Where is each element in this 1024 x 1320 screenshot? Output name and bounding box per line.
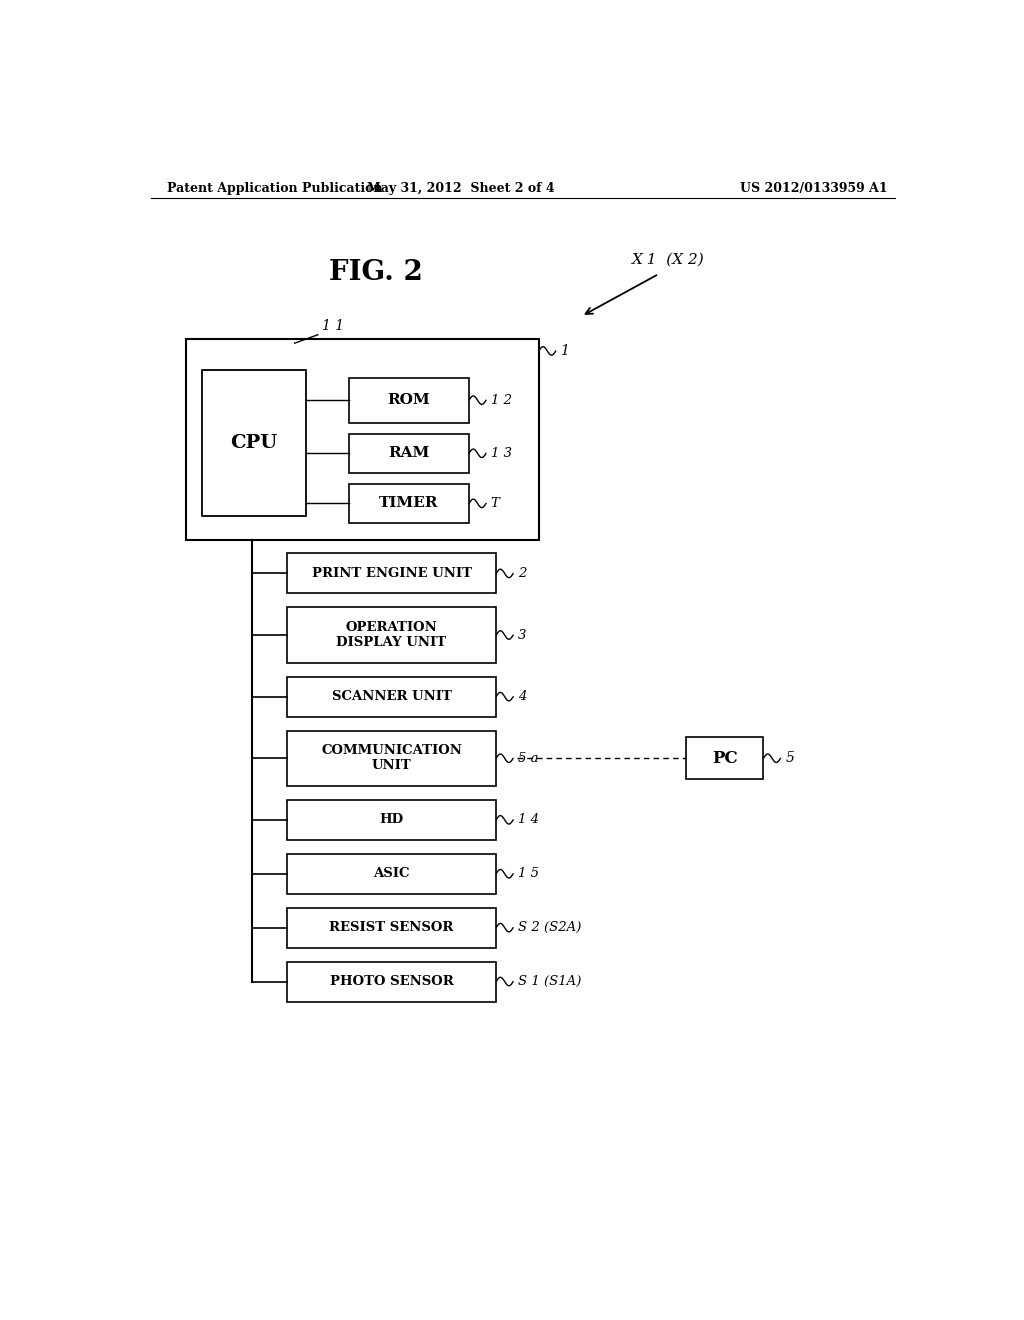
Text: S 1 (S1A): S 1 (S1A) bbox=[518, 975, 582, 989]
Text: 1 5: 1 5 bbox=[518, 867, 539, 880]
Text: SCANNER UNIT: SCANNER UNIT bbox=[332, 690, 452, 704]
Bar bbox=[186, 339, 539, 540]
Text: May 31, 2012  Sheet 2 of 4: May 31, 2012 Sheet 2 of 4 bbox=[368, 182, 555, 194]
Text: 2: 2 bbox=[518, 566, 526, 579]
Text: TIMER: TIMER bbox=[379, 496, 438, 511]
Bar bbox=[349, 378, 469, 422]
Bar bbox=[287, 730, 496, 785]
Text: PRINT ENGINE UNIT: PRINT ENGINE UNIT bbox=[311, 566, 471, 579]
Text: CPU: CPU bbox=[230, 434, 278, 453]
Text: ASIC: ASIC bbox=[374, 867, 410, 880]
Bar bbox=[287, 553, 496, 594]
Text: Patent Application Publication: Patent Application Publication bbox=[167, 182, 382, 194]
Text: PHOTO SENSOR: PHOTO SENSOR bbox=[330, 975, 454, 989]
Text: US 2012/0133959 A1: US 2012/0133959 A1 bbox=[740, 182, 888, 194]
Text: FIG. 2: FIG. 2 bbox=[329, 259, 423, 285]
Bar bbox=[287, 908, 496, 948]
Bar bbox=[287, 854, 496, 894]
Text: 1 2: 1 2 bbox=[490, 393, 512, 407]
Text: S 2 (S2A): S 2 (S2A) bbox=[518, 921, 582, 935]
Text: RESIST SENSOR: RESIST SENSOR bbox=[330, 921, 454, 935]
Text: 4: 4 bbox=[518, 690, 526, 704]
Text: 5 a: 5 a bbox=[518, 751, 539, 764]
Text: 1 1: 1 1 bbox=[322, 319, 344, 333]
Bar bbox=[686, 737, 764, 779]
Text: 5: 5 bbox=[785, 751, 794, 766]
Bar bbox=[287, 800, 496, 840]
Text: OPERATION
DISPLAY UNIT: OPERATION DISPLAY UNIT bbox=[337, 620, 446, 649]
Bar bbox=[349, 434, 469, 473]
Text: PC: PC bbox=[712, 750, 737, 767]
Bar bbox=[287, 961, 496, 1002]
Bar bbox=[202, 370, 306, 516]
Text: 3: 3 bbox=[518, 628, 526, 642]
Text: RAM: RAM bbox=[388, 446, 430, 461]
Text: T: T bbox=[490, 496, 500, 510]
Text: COMMUNICATION
UNIT: COMMUNICATION UNIT bbox=[322, 744, 462, 772]
Text: HD: HD bbox=[380, 813, 403, 826]
Text: 1 4: 1 4 bbox=[518, 813, 539, 826]
Bar bbox=[287, 607, 496, 663]
Text: ROM: ROM bbox=[387, 393, 430, 407]
Text: X 1  (X 2): X 1 (X 2) bbox=[632, 252, 705, 267]
Bar bbox=[287, 677, 496, 717]
Text: 1: 1 bbox=[560, 345, 569, 358]
Bar bbox=[349, 484, 469, 523]
Text: 1 3: 1 3 bbox=[490, 446, 512, 459]
